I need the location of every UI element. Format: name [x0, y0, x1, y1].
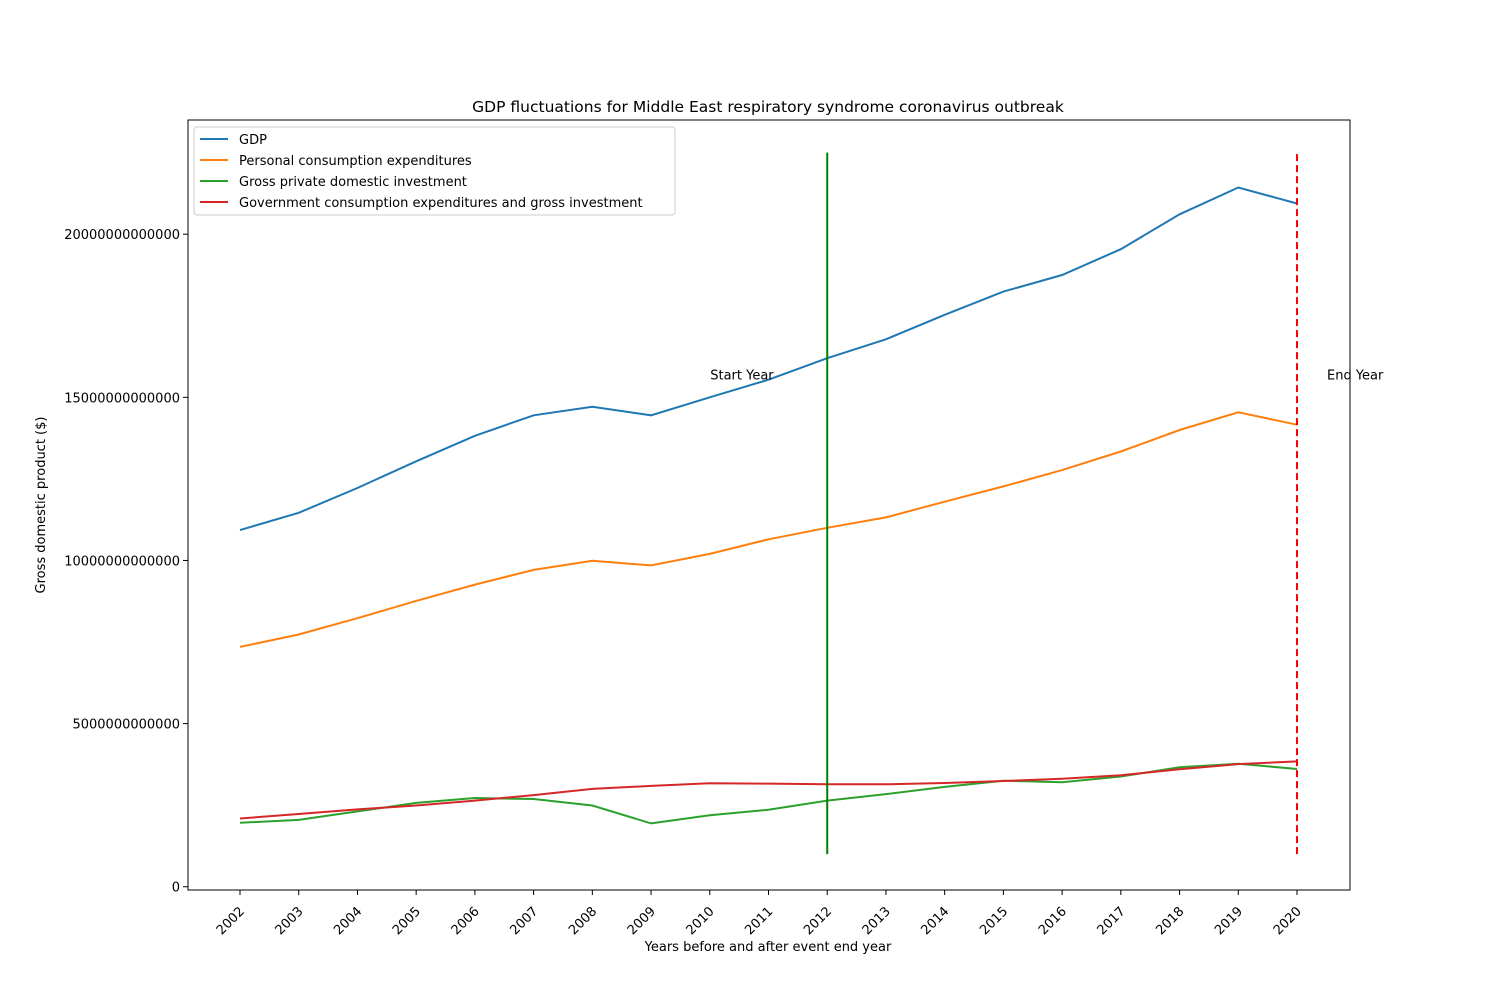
legend: GDP Personal consumption expenditures Gros… — [193, 126, 676, 216]
plot-frame — [187, 119, 1351, 891]
y-tick-label: 20000000000000 — [64, 228, 180, 243]
x-tick-label: 2005 — [390, 904, 424, 938]
x-tick-label: 2019 — [1212, 904, 1246, 938]
x-tick-label: 2007 — [507, 904, 541, 938]
y-tick-label: 10000000000000 — [64, 554, 180, 569]
x-tick-label: 2009 — [625, 904, 659, 938]
x-tick-label: 2004 — [331, 904, 365, 938]
series-line-government-consumption-expenditures-and-gross-investment — [239, 760, 1298, 820]
x-tick-label: 2013 — [860, 904, 894, 938]
x-tick-label: 2016 — [1036, 904, 1070, 938]
x-tick-label: 2017 — [1095, 904, 1129, 938]
series-line-gdp — [239, 186, 1298, 532]
x-tick-label: 2008 — [566, 904, 600, 938]
x-tick-label: 2012 — [801, 904, 835, 938]
x-tick-label: 2002 — [214, 904, 248, 938]
x-tick-label: 2003 — [273, 904, 307, 938]
y-axis-label: Gross domestic product ($) — [34, 417, 49, 594]
legend-label: GDP — [239, 133, 267, 148]
y-tick-label: 5000000000000 — [72, 718, 180, 733]
x-tick-label: 2011 — [742, 904, 776, 938]
y-axis: 0 5000000000000 10000000000000 150000000000… — [64, 228, 188, 896]
event-lines: Start Year End Year — [710, 152, 1384, 855]
x-tick-label: 2020 — [1271, 904, 1305, 938]
legend-box — [193, 126, 676, 216]
start-year-label: Start Year — [710, 368, 774, 383]
legend-label: Personal consumption expenditures — [239, 154, 472, 169]
x-tick-label: 2006 — [449, 904, 483, 938]
y-tick-label: 15000000000000 — [64, 391, 180, 406]
x-tick-label: 2018 — [1153, 904, 1187, 938]
x-tick-label: 2010 — [684, 904, 718, 938]
chart-title: GDP fluctuations for Middle East respira… — [472, 98, 1064, 116]
series-group — [239, 186, 1298, 825]
x-tick-label: 2014 — [918, 904, 952, 938]
x-tick-label: 2015 — [977, 904, 1011, 938]
plot-area — [187, 119, 1351, 891]
legend-label: Gross private domestic investment — [239, 175, 467, 190]
x-axis-label: Years before and after event end year — [644, 940, 892, 955]
legend-label: Government consumption expenditures and … — [239, 196, 643, 211]
y-tick-label: 0 — [172, 881, 180, 896]
end-year-label: End Year — [1327, 368, 1384, 383]
series-line-personal-consumption-expenditures — [239, 411, 1298, 648]
x-axis: 2002 2003 2004 2005 2006 2007 2008 2009 2010 2011… — [214, 890, 1305, 938]
series-line-gross-private-domestic-investment — [239, 762, 1298, 825]
